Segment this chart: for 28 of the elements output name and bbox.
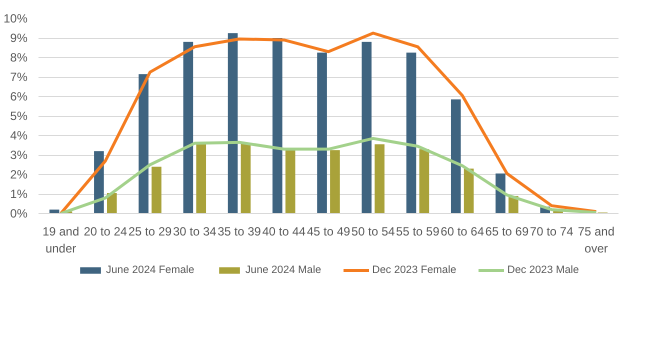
legend-label: Dec 2023 Female bbox=[372, 264, 456, 276]
y-tick-label: 9% bbox=[10, 31, 28, 45]
x-tick-label: 50 to 54 bbox=[351, 224, 396, 238]
x-tick-label: 19 and under bbox=[42, 224, 80, 256]
x-tick-label: 25 to 29 bbox=[128, 224, 172, 238]
x-tick-label: 65 to 69 bbox=[485, 224, 529, 238]
y-tick-label: 8% bbox=[10, 50, 28, 64]
y-tick-label: 4% bbox=[10, 128, 28, 142]
x-tick-label: 20 to 24 bbox=[84, 224, 128, 238]
legend-label: June 2024 Male bbox=[245, 264, 322, 276]
y-tick-label: 0% bbox=[10, 206, 28, 220]
x-tick-label: 45 to 49 bbox=[306, 224, 351, 238]
y-tick-label: 2% bbox=[10, 168, 28, 182]
y-tick-label: 5% bbox=[10, 109, 28, 123]
y-tick-label: 3% bbox=[10, 148, 28, 162]
x-tick-label: 35 to 39 bbox=[218, 224, 262, 238]
legend-label: June 2024 Female bbox=[106, 264, 194, 276]
y-tick-label: 10% bbox=[3, 12, 28, 26]
y-tick-label: 1% bbox=[10, 187, 28, 201]
x-tick-label: 70 to 74 bbox=[530, 224, 574, 238]
legend-label: Dec 2023 Male bbox=[507, 264, 579, 276]
x-tick-label: 30 to 34 bbox=[172, 224, 217, 238]
x-tick-label: 75 and over bbox=[578, 224, 615, 256]
x-tick-label: 60 to 64 bbox=[440, 224, 484, 238]
x-tick-label: 55 to 59 bbox=[396, 224, 440, 238]
x-tick-label: 40 to 44 bbox=[262, 224, 306, 238]
y-tick-label: 6% bbox=[10, 90, 28, 104]
y-tick-label: 7% bbox=[10, 70, 28, 84]
